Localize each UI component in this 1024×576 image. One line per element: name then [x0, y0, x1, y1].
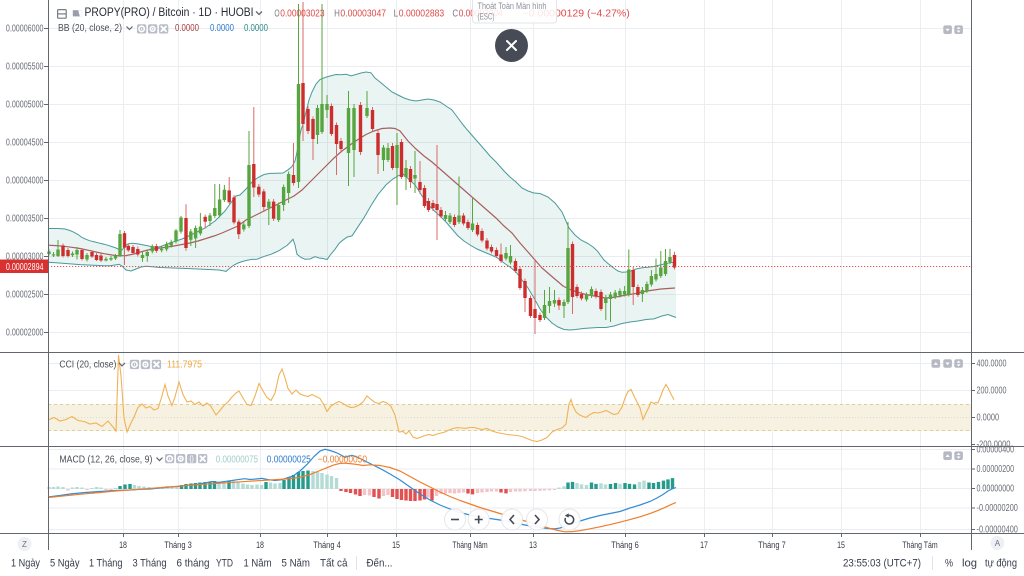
svg-text:%: % [945, 558, 953, 570]
svg-text:6 tháng: 6 tháng [177, 558, 210, 570]
svg-text:log: log [962, 558, 977, 570]
svg-text:0.00006000: 0.00006000 [6, 24, 44, 35]
svg-text:-200.0000: -200.0000 [977, 440, 1011, 451]
svg-text:MACD (12, 26, close, 9): MACD (12, 26, close, 9) [59, 453, 152, 465]
svg-text:0.00002894: 0.00002894 [6, 262, 44, 273]
svg-text:0.0000: 0.0000 [977, 413, 1000, 424]
svg-text:1 Năm: 1 Năm [244, 558, 272, 570]
svg-text:0.00000000: 0.00000000 [977, 484, 1015, 495]
svg-text:0.00003023: 0.00003023 [280, 9, 325, 20]
svg-text:-0.00000400: -0.00000400 [977, 525, 1019, 536]
svg-text:3 Tháng: 3 Tháng [133, 558, 167, 570]
svg-text:L: L [394, 9, 399, 20]
svg-text:Tháng Tám: Tháng Tám [902, 540, 937, 551]
svg-text:CCI (20, close): CCI (20, close) [59, 359, 116, 371]
svg-text:0.00005000: 0.00005000 [6, 100, 44, 111]
svg-text:YTD: YTD [216, 558, 233, 570]
svg-text:−0.00000129 (−4.27%): −0.00000129 (−4.27%) [523, 9, 630, 20]
svg-text:13: 13 [529, 540, 537, 551]
svg-text:18: 18 [119, 540, 127, 551]
svg-text:Tất cả: Tất cả [320, 558, 348, 570]
svg-text:5 Ngày: 5 Ngày [50, 558, 80, 570]
svg-text:0.00003500: 0.00003500 [6, 214, 44, 225]
svg-text:H: H [334, 9, 340, 20]
svg-text:Tháng 4: Tháng 4 [313, 540, 341, 551]
svg-text:18: 18 [256, 540, 264, 551]
svg-text:0.00003047: 0.00003047 [340, 9, 386, 20]
svg-text:15: 15 [837, 540, 845, 551]
svg-text:-0.00000200: -0.00000200 [977, 503, 1019, 514]
svg-text:A: A [995, 539, 1001, 548]
svg-text:0.00005500: 0.00005500 [6, 62, 44, 73]
svg-text:tự động: tự động [985, 558, 1017, 570]
svg-text:0.00003000: 0.00003000 [6, 252, 44, 263]
svg-text:Tháng 6: Tháng 6 [611, 540, 639, 551]
svg-text:400.0000: 400.0000 [977, 359, 1007, 370]
svg-text:0.00002000: 0.00002000 [6, 328, 44, 339]
svg-text:0.0000: 0.0000 [175, 23, 199, 34]
svg-text:BB (20, close, 2): BB (20, close, 2) [58, 22, 122, 34]
svg-text:0.00000400: 0.00000400 [977, 445, 1015, 456]
svg-text:(ESC): (ESC) [478, 12, 495, 22]
svg-text:0.00002500: 0.00002500 [6, 290, 44, 301]
svg-text:Tháng 7: Tháng 7 [758, 540, 786, 551]
svg-text:PROPY(PRO) / Bitcoin · 1D · HU: PROPY(PRO) / Bitcoin · 1D · HUOBI [85, 7, 254, 19]
svg-text:0.00000075: 0.00000075 [216, 454, 259, 465]
svg-text:Thoát Toàn Màn hình: Thoát Toàn Màn hình [478, 1, 547, 11]
svg-text:0.00004000: 0.00004000 [6, 176, 44, 187]
svg-text:0.0000: 0.0000 [210, 23, 234, 34]
svg-text:200.0000: 200.0000 [977, 386, 1007, 397]
svg-text:−0.00000050: −0.00000050 [318, 454, 368, 465]
svg-text:0.00004500: 0.00004500 [6, 138, 44, 149]
svg-text:15: 15 [392, 540, 400, 551]
svg-text:{}: {} [189, 456, 194, 463]
svg-text:0.00000200: 0.00000200 [977, 464, 1015, 475]
svg-text:0.00002883: 0.00002883 [399, 9, 445, 20]
svg-text:5 Năm: 5 Năm [282, 558, 311, 570]
svg-text:1 Ngày: 1 Ngày [11, 558, 40, 570]
svg-text:23:55:03 (UTC+7): 23:55:03 (UTC+7) [843, 558, 921, 570]
svg-text:17: 17 [700, 540, 708, 551]
svg-text:Z: Z [22, 540, 27, 549]
svg-text:C: C [452, 9, 458, 20]
svg-text:0.00000025: 0.00000025 [267, 454, 311, 465]
svg-text:Tháng Năm: Tháng Năm [452, 540, 487, 551]
svg-text:O: O [274, 9, 279, 20]
svg-text:1 Tháng: 1 Tháng [89, 558, 123, 570]
svg-text:Tháng 3: Tháng 3 [164, 540, 192, 551]
svg-text:111.7975: 111.7975 [167, 360, 202, 371]
svg-text:Đến...: Đến... [367, 558, 393, 570]
svg-text:0.0000: 0.0000 [244, 23, 268, 34]
